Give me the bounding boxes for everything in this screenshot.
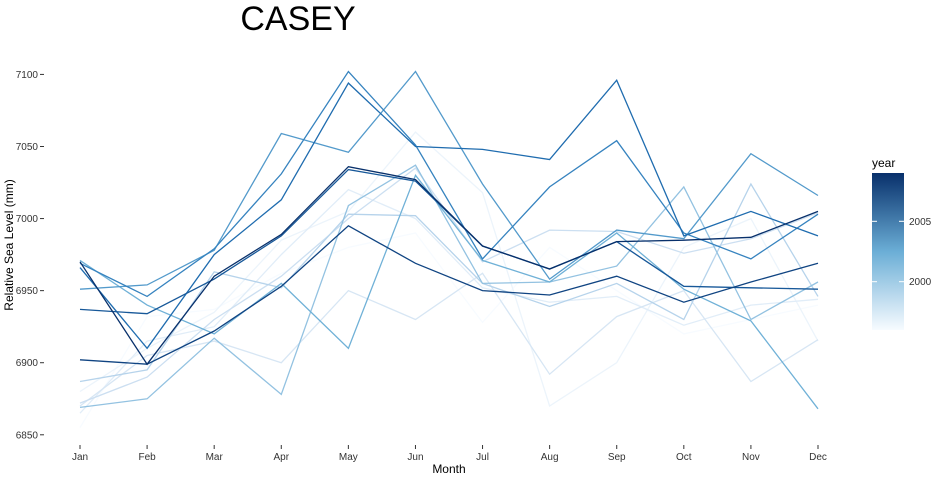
y-tick-label: 7000 bbox=[16, 214, 39, 225]
series-line-2002 bbox=[79, 164, 819, 409]
x-tick-label: Jan bbox=[72, 452, 88, 463]
x-tick-label: Sep bbox=[608, 452, 626, 463]
legend-tick-label: 2000 bbox=[909, 277, 932, 288]
series-line-1999 bbox=[79, 272, 819, 407]
x-axis: Jan Feb Mar Apr May Jun Jul Aug Sep Oct Nov Dec bbox=[72, 445, 827, 463]
series-line-2003 bbox=[79, 174, 819, 410]
legend-colorbar bbox=[872, 173, 904, 330]
series-line-1996 bbox=[79, 232, 819, 428]
series-line-2005 bbox=[79, 70, 819, 298]
y-axis: 6850 6900 6950 7000 7050 7100 bbox=[16, 70, 44, 441]
x-tick-label: Mar bbox=[206, 452, 224, 463]
legend-title: year bbox=[872, 156, 895, 170]
y-tick-label: 7050 bbox=[16, 142, 39, 153]
y-tick-label: 6950 bbox=[16, 286, 39, 297]
x-axis-title: Month bbox=[432, 462, 465, 476]
series-line-2009 bbox=[79, 165, 819, 366]
x-tick-label: Dec bbox=[809, 452, 827, 463]
x-tick-label: Apr bbox=[273, 452, 289, 463]
x-tick-label: May bbox=[339, 452, 358, 463]
y-tick-label: 7100 bbox=[16, 70, 39, 81]
series-lines bbox=[79, 70, 819, 428]
legend-tick-label: 2005 bbox=[909, 217, 932, 228]
series-line-2001 bbox=[79, 182, 819, 383]
x-tick-label: Jun bbox=[407, 452, 423, 463]
series-line-2000 bbox=[79, 167, 819, 404]
chart-title: CASEY bbox=[240, 0, 355, 38]
series-line-2004 bbox=[79, 70, 819, 290]
x-tick-label: Oct bbox=[676, 452, 692, 463]
y-tick-label: 6900 bbox=[16, 358, 39, 369]
y-tick-label: 6850 bbox=[16, 430, 39, 441]
series-line-2008 bbox=[79, 225, 819, 365]
x-tick-label: Jul bbox=[476, 452, 489, 463]
year-legend: year 2000 2005 bbox=[872, 156, 932, 330]
series-line-2006 bbox=[79, 78, 819, 350]
y-axis-title: Relative Sea Level (mm) bbox=[2, 179, 16, 310]
legend-ticks: 2000 2005 bbox=[872, 217, 932, 288]
x-tick-label: Aug bbox=[541, 452, 559, 463]
x-tick-label: Nov bbox=[742, 452, 760, 463]
x-tick-label: Feb bbox=[138, 452, 156, 463]
series-line-1997 bbox=[79, 131, 819, 408]
